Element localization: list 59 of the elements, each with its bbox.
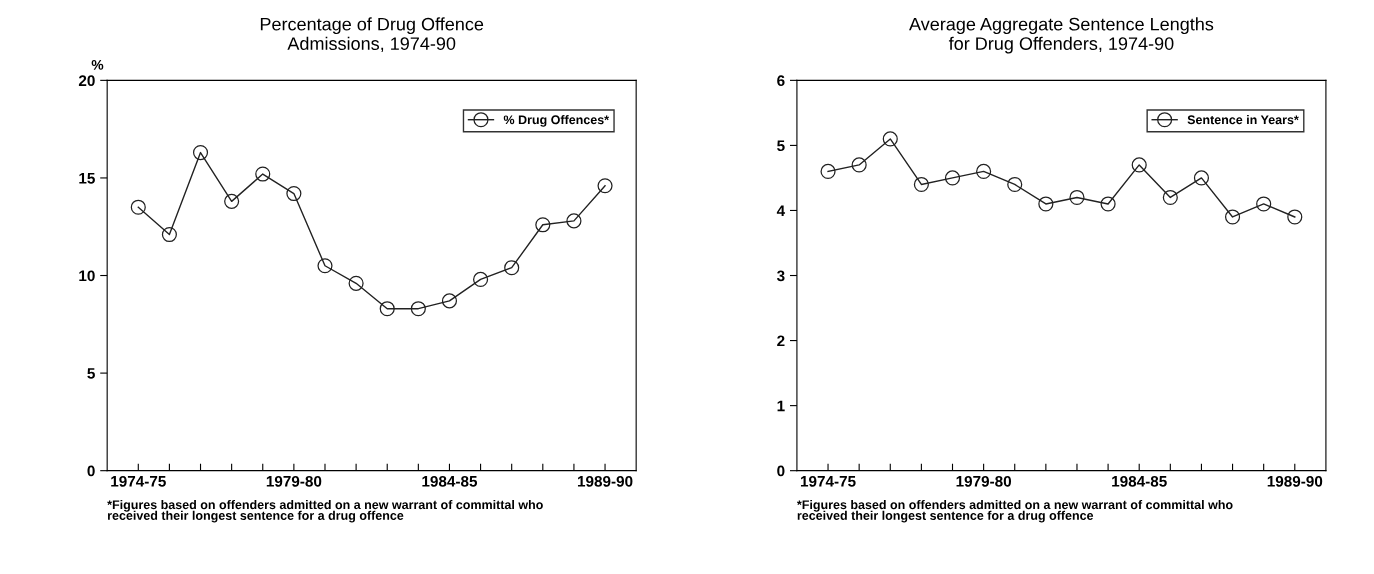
point xyxy=(224,193,240,209)
point xyxy=(1038,196,1054,212)
point xyxy=(1069,189,1085,206)
y-tick-label: 5 xyxy=(87,368,95,379)
x-tick-label: 1989-90 xyxy=(577,475,633,487)
y-tick-label: 1 xyxy=(777,400,785,412)
point xyxy=(976,163,992,180)
x-tick-label: 1979-80 xyxy=(956,475,1012,487)
x-tick-label: 1974-75 xyxy=(111,475,166,487)
point xyxy=(851,157,867,173)
y-tick-label: 2 xyxy=(777,335,785,347)
legend-label: Sentence in Years* xyxy=(1187,115,1299,125)
point xyxy=(566,213,582,229)
y-tick-label: 3 xyxy=(776,270,785,282)
x-tick-label: 1984-85 xyxy=(422,475,478,487)
y-tick-label: 4 xyxy=(776,205,786,216)
point xyxy=(1131,157,1147,173)
point xyxy=(130,199,146,215)
point xyxy=(192,145,209,161)
y-tick-label: 6 xyxy=(777,75,785,87)
point xyxy=(473,271,489,287)
point xyxy=(379,301,395,317)
point xyxy=(255,166,271,182)
point xyxy=(1224,209,1241,225)
y-tick-label: 0 xyxy=(87,465,95,477)
y-tick-label: 5 xyxy=(777,140,785,152)
y-axis-title: % xyxy=(91,60,104,70)
x-tick-label: 1974-75 xyxy=(800,475,856,487)
y-tick-label: 10 xyxy=(79,270,95,282)
point xyxy=(597,178,613,194)
point xyxy=(317,258,333,274)
point xyxy=(535,217,551,233)
text: *Figures based on offenders admitted on a new warrant of committal who received their longest sentence for a drug offence xyxy=(796,499,1233,523)
point xyxy=(1100,196,1116,212)
point xyxy=(1162,189,1178,206)
y-tick-label: 0 xyxy=(777,465,785,477)
point xyxy=(161,226,177,243)
x-tick-label: 1984-85 xyxy=(1112,475,1167,487)
x-tick-label: 1979-80 xyxy=(266,475,322,487)
point xyxy=(1256,196,1272,212)
point xyxy=(504,260,520,276)
point xyxy=(1287,209,1303,225)
point xyxy=(882,131,898,147)
point xyxy=(913,176,929,193)
point xyxy=(441,293,458,309)
chart-title: Percentage of Drug Offence Admissions, 1974-90 xyxy=(260,17,484,53)
chart-title: Average Aggregate Sentence Lengths for Drug Offenders, 1974-90 xyxy=(909,17,1214,54)
legend-label: % Drug Offences* xyxy=(503,115,610,127)
y-tick-label: 15 xyxy=(79,172,95,184)
point xyxy=(1193,170,1210,186)
point xyxy=(286,185,302,202)
point xyxy=(1007,176,1023,193)
point xyxy=(348,275,364,291)
point xyxy=(944,170,961,186)
y-tick-label: 20 xyxy=(78,75,95,87)
text: *Figures based on offenders admitted on a new warrant of committal who received their longest sentence for a drug offence xyxy=(107,499,543,523)
x-tick-label: 1989-90 xyxy=(1267,475,1323,487)
point xyxy=(820,163,836,180)
point xyxy=(410,301,426,317)
